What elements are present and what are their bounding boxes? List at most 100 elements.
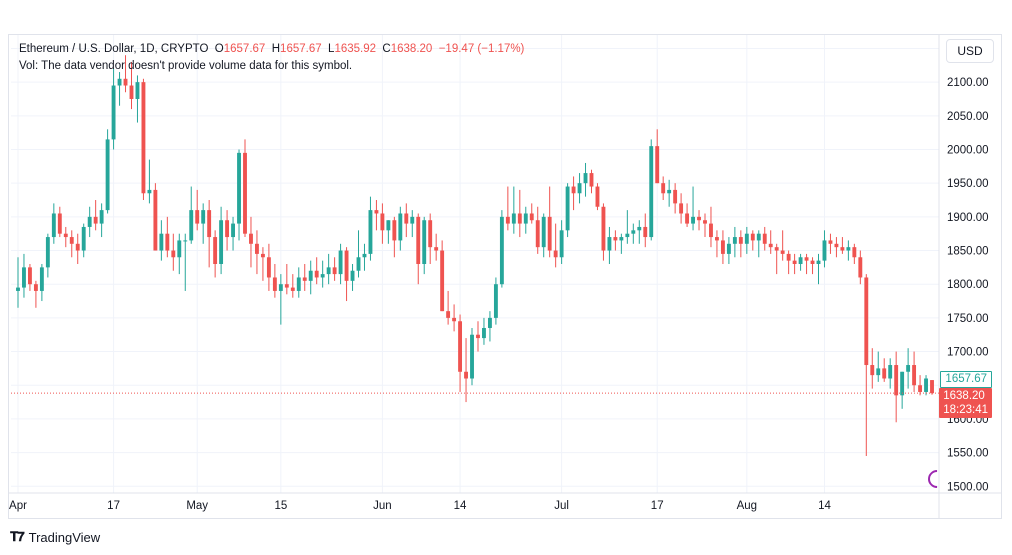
candle-body [816,260,821,264]
candle-body [792,260,797,264]
candle-body [452,317,457,322]
candle-body [541,216,546,248]
candle-body [894,365,899,396]
x-tick-label: 14 [454,500,467,512]
candle-body [428,220,433,248]
chart-legend: Ethereum / U.S. Dollar, 1D, CRYPTO O1657… [19,41,524,75]
candle-body [398,213,403,241]
candle-body [237,152,241,224]
y-tick-label: 1750.00 [947,313,989,325]
candle-body [195,210,200,224]
y-tick-label: 2050.00 [947,111,989,123]
candle-body [852,247,857,258]
y-tick-label: 2100.00 [947,77,989,89]
candle-body [912,365,917,386]
candle-body [685,213,690,224]
candle-body [386,220,391,231]
candle-body [296,277,301,291]
candle-body [744,233,749,244]
candle-body [290,287,295,291]
candle-body [703,220,707,224]
candle-body [117,78,122,86]
candle-body [69,237,74,244]
candle-body [470,334,474,379]
change-value: −19.47 (−1.17%) [438,43,525,55]
candle-body [123,78,128,86]
candle-body [780,250,785,254]
candle-body [129,85,134,99]
candle-body [278,284,283,291]
candle-body [464,371,468,379]
candle-body [619,237,624,241]
candle-body [511,213,516,224]
candle-body [709,223,713,238]
candle-body [834,243,839,248]
candle-body [613,237,618,241]
candle-body [326,267,331,275]
candle-body [171,250,176,258]
candle-body [266,257,271,278]
candle-body [105,139,110,211]
candle-body [243,152,247,234]
candle-body [16,287,20,291]
ohlc-row: Ethereum / U.S. Dollar, 1D, CRYPTO O1657… [19,41,524,58]
candle-body [768,243,773,248]
candle-body [332,267,337,275]
x-tick-label: Apr [9,500,27,512]
candle-body [183,240,188,242]
candlestick-chart[interactable]: 1500.001550.001600.001650.001700.001750.… [9,35,1001,518]
candle-body [517,213,522,224]
candle-body [446,311,451,318]
candle-body [207,210,212,238]
candle-body [308,270,313,281]
candle-body [27,267,32,285]
candle-body [924,378,928,392]
candle-body [57,213,62,234]
candle-body [804,257,809,261]
tradingview-logo-icon: 𝐓𝟕 [10,529,25,544]
candle-body [356,257,361,271]
candle-body [720,240,725,254]
brand-name: TradingView [28,529,101,545]
candle-body [571,186,576,194]
candle-body [637,226,642,231]
x-tick-label: 17 [107,500,120,512]
candle-body [858,257,863,278]
countdown-timer: 18:23:41 [943,404,988,416]
candle-body [667,189,672,194]
candle-body [284,284,289,288]
candle-body [362,253,367,258]
candle-body [141,82,146,194]
candle-body [320,274,325,278]
currency-button[interactable]: USD [946,39,994,63]
x-tick-label: Jul [554,500,569,512]
candle-body [547,216,552,251]
candle-body [679,203,684,214]
candle-body [422,220,427,264]
candle-body [882,368,887,379]
candle-body [350,270,355,281]
candle-body [876,368,881,376]
candle-body [368,210,373,254]
candle-body [231,223,235,238]
high-value: 1657.67 [280,43,322,55]
candle-body [45,237,50,268]
x-tick-label: 17 [651,500,664,512]
candle-body [655,146,660,184]
candle-body [762,233,767,244]
candle-body [828,240,833,244]
candle-body [380,213,385,231]
candle-body [482,327,486,339]
candle-body [756,233,761,241]
candle-body [147,189,152,194]
symbol-title[interactable]: Ethereum / U.S. Dollar, 1D, CRYPTO [19,43,209,55]
y-tick-label: 1950.00 [947,178,989,190]
y-tick-label: 1850.00 [947,246,989,258]
candle-body [344,250,349,281]
candle-body [392,220,397,241]
candle-body [177,240,182,258]
candle-body [726,243,731,254]
candle-body [786,253,791,261]
tradingview-watermark[interactable]: 𝐓𝟕 TradingView [10,529,100,545]
close-price-value: 1638.20 [943,390,985,402]
